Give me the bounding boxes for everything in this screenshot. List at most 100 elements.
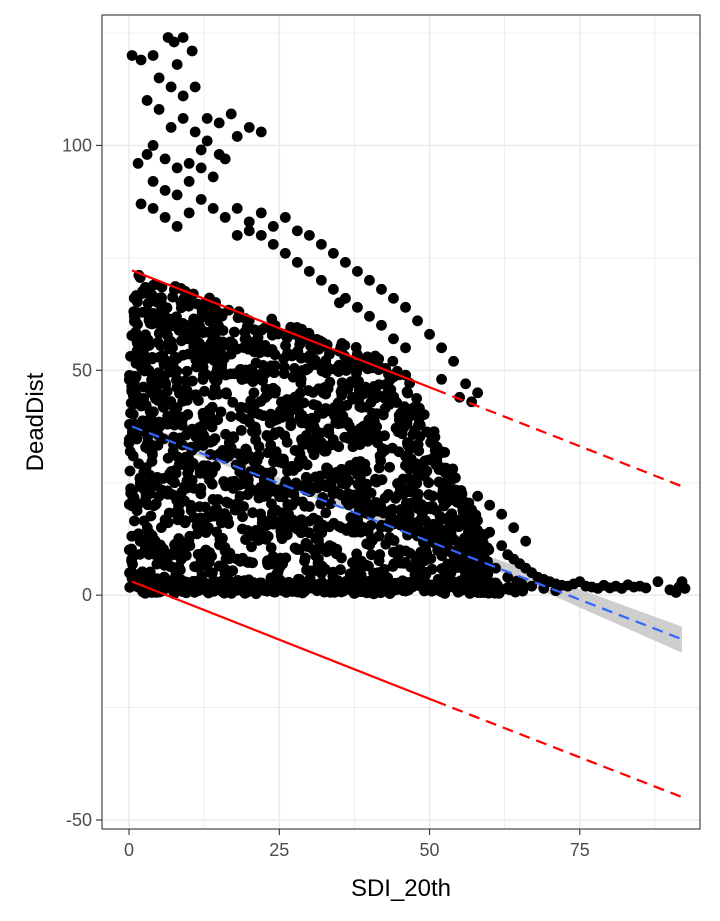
data-point bbox=[177, 547, 188, 559]
data-point bbox=[135, 400, 147, 412]
data-point bbox=[147, 175, 159, 187]
data-point bbox=[156, 484, 167, 496]
data-point bbox=[496, 540, 508, 552]
data-point bbox=[262, 531, 274, 542]
data-point bbox=[278, 368, 290, 380]
data-point bbox=[169, 419, 180, 431]
data-point bbox=[240, 534, 251, 546]
data-point bbox=[134, 548, 146, 560]
data-point bbox=[287, 371, 299, 383]
data-point bbox=[243, 122, 255, 133]
data-point bbox=[193, 352, 205, 363]
data-point bbox=[159, 184, 171, 196]
data-point bbox=[370, 505, 381, 516]
data-point bbox=[204, 352, 216, 364]
data-point bbox=[129, 313, 141, 325]
data-point bbox=[310, 532, 322, 544]
data-point bbox=[159, 153, 171, 165]
data-point bbox=[158, 402, 170, 413]
data-point bbox=[325, 472, 337, 484]
data-point bbox=[207, 202, 219, 214]
data-point bbox=[188, 340, 200, 352]
data-point bbox=[478, 550, 490, 562]
data-point bbox=[189, 561, 200, 572]
data-point bbox=[342, 464, 354, 476]
data-point bbox=[384, 461, 396, 473]
data-point bbox=[187, 575, 199, 587]
data-point bbox=[488, 577, 500, 589]
data-point bbox=[235, 424, 247, 436]
data-point bbox=[307, 433, 319, 445]
data-point bbox=[460, 378, 472, 390]
data-point bbox=[195, 162, 207, 174]
data-point bbox=[178, 459, 189, 471]
x-axis-title: SDI_20th bbox=[351, 875, 451, 902]
data-point bbox=[178, 293, 190, 305]
data-point bbox=[279, 247, 291, 259]
data-point bbox=[186, 45, 198, 57]
data-point bbox=[196, 426, 208, 438]
data-point bbox=[327, 247, 339, 259]
data-point bbox=[135, 198, 147, 210]
data-point bbox=[297, 520, 309, 532]
data-point bbox=[212, 388, 224, 400]
data-point bbox=[269, 360, 281, 372]
data-point bbox=[166, 313, 178, 325]
data-point bbox=[133, 528, 144, 540]
data-point bbox=[291, 391, 302, 403]
data-point bbox=[436, 342, 447, 354]
data-point bbox=[249, 336, 261, 347]
data-point bbox=[267, 220, 279, 232]
data-point bbox=[159, 547, 171, 559]
data-point bbox=[414, 467, 425, 479]
data-point bbox=[325, 439, 336, 451]
data-point bbox=[141, 95, 153, 106]
data-point bbox=[190, 389, 202, 401]
y-tick-label: 50 bbox=[72, 360, 92, 380]
data-point bbox=[215, 406, 227, 418]
data-point bbox=[384, 532, 395, 543]
data-point bbox=[344, 356, 356, 368]
data-point bbox=[220, 428, 232, 440]
data-point bbox=[436, 373, 447, 385]
data-point bbox=[374, 549, 386, 560]
data-point bbox=[347, 392, 358, 403]
data-point bbox=[183, 207, 195, 219]
data-point bbox=[194, 467, 206, 479]
data-point bbox=[177, 349, 189, 361]
data-point bbox=[128, 491, 140, 503]
x-tick-label: 0 bbox=[124, 840, 134, 860]
data-point bbox=[181, 394, 193, 406]
data-point bbox=[303, 229, 315, 241]
data-point bbox=[352, 265, 363, 277]
data-point bbox=[243, 216, 255, 228]
data-point bbox=[174, 388, 185, 399]
data-point bbox=[352, 514, 364, 526]
data-point bbox=[407, 440, 418, 451]
data-point bbox=[225, 411, 237, 422]
data-point bbox=[202, 435, 214, 447]
data-point bbox=[340, 256, 351, 268]
data-point bbox=[155, 340, 167, 352]
data-point bbox=[468, 561, 479, 573]
data-point bbox=[124, 567, 135, 579]
data-point bbox=[236, 374, 248, 385]
data-point bbox=[168, 36, 180, 48]
data-point bbox=[266, 498, 277, 510]
data-point bbox=[334, 405, 346, 417]
data-point bbox=[373, 583, 384, 595]
data-point bbox=[355, 472, 366, 484]
data-point bbox=[422, 528, 434, 540]
data-point bbox=[228, 432, 240, 444]
data-point bbox=[354, 456, 366, 467]
data-point bbox=[237, 511, 248, 523]
data-point bbox=[159, 559, 170, 571]
data-point bbox=[282, 405, 294, 417]
data-point bbox=[291, 225, 303, 237]
data-point bbox=[441, 575, 453, 587]
data-point bbox=[226, 476, 237, 488]
data-point bbox=[400, 301, 411, 313]
data-point bbox=[146, 289, 158, 301]
data-point bbox=[217, 325, 229, 336]
data-point bbox=[316, 543, 328, 554]
